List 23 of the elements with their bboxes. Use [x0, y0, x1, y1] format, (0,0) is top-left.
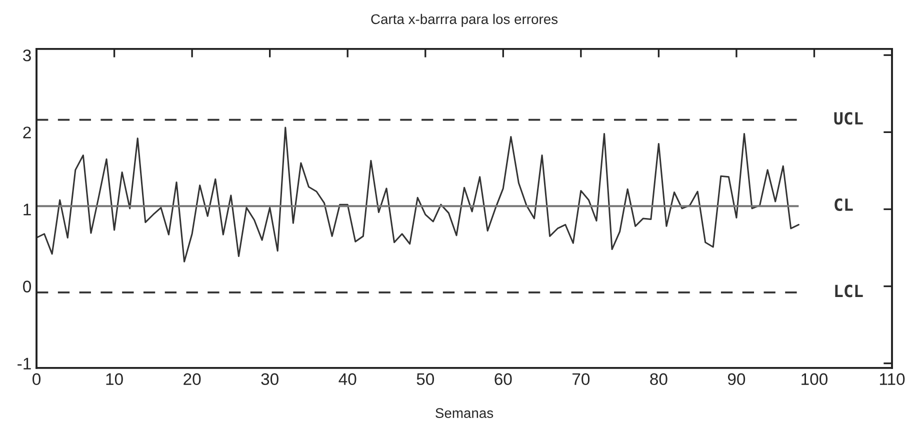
x-tick-label: 50	[416, 373, 434, 386]
x-tick-label: 20	[184, 373, 201, 386]
x-tick-label: 70	[572, 373, 590, 386]
line-series	[36, 126, 800, 262]
x-tick-label: 10	[106, 373, 123, 386]
x-tick-label: 100	[802, 373, 828, 386]
y-tick-label: 3	[23, 50, 31, 62]
x-tick-label: 40	[338, 373, 356, 386]
x-tick-label: 0	[32, 373, 41, 386]
y-tick-label: -1	[18, 358, 31, 370]
ref-line-label: UCL	[834, 112, 863, 125]
ref-line-label: LCL	[835, 284, 863, 298]
x-tick-label: 110	[880, 373, 905, 386]
x-tick-label: 90	[728, 373, 746, 386]
y-tick-label: 1	[24, 204, 31, 216]
x-axis-title: Semanas	[436, 408, 494, 418]
x-tick-label: 80	[650, 373, 668, 386]
chart-title: Carta x-barrra para los errores	[371, 14, 558, 27]
x-tick-label: 30	[261, 373, 278, 386]
y-tick-label: 0	[23, 280, 32, 292]
y-tick-label: 2	[23, 126, 31, 138]
ref-line-label: CL	[834, 198, 853, 211]
x-tick-label: 60	[494, 373, 512, 386]
